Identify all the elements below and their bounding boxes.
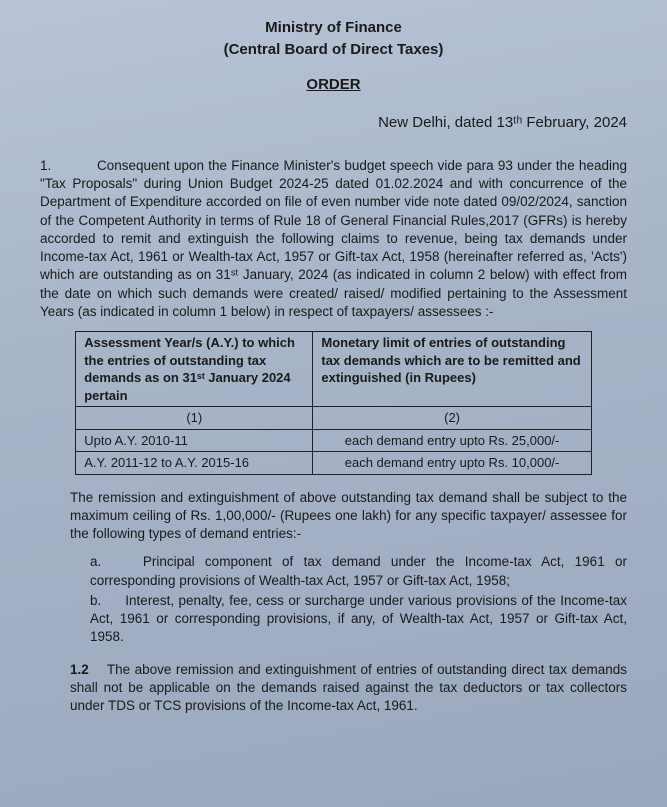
- sub-a-label: a.: [90, 553, 112, 571]
- table-colnum1: (1): [76, 407, 313, 430]
- para1-text: Consequent upon the Finance Minister's b…: [40, 158, 627, 319]
- board-line: (Central Board of Direct Taxes): [40, 40, 627, 60]
- table-header-row: Assessment Year/s (A.Y.) to which the en…: [76, 331, 592, 406]
- document-header: Ministry of Finance (Central Board of Di…: [40, 18, 627, 61]
- table-cell: each demand entry upto Rs. 25,000/-: [313, 429, 591, 452]
- paragraph-1: 1. Consequent upon the Finance Minister'…: [40, 157, 627, 321]
- sub-list: a. Principal component of tax demand und…: [90, 553, 627, 646]
- paragraph-1-2: 1.2 The above remission and extinguishme…: [70, 661, 627, 716]
- para12-text: The above remission and extinguishment o…: [70, 662, 627, 713]
- demand-table: Assessment Year/s (A.Y.) to which the en…: [75, 331, 592, 475]
- sub-b-text: Interest, penalty, fee, cess or surcharg…: [90, 593, 627, 644]
- table-colnum2: (2): [313, 407, 591, 430]
- ministry-line: Ministry of Finance: [40, 18, 627, 38]
- para1-number: 1.: [40, 157, 80, 175]
- sub-a-text: Principal component of tax demand under …: [90, 554, 627, 587]
- table-head-col1: Assessment Year/s (A.Y.) to which the en…: [84, 335, 295, 403]
- order-heading: ORDER: [40, 75, 627, 95]
- sub-item-b: b. Interest, penalty, fee, cess or surch…: [90, 592, 627, 647]
- ceiling-paragraph: The remission and extinguishment of abov…: [70, 489, 627, 544]
- table-row: Upto A.Y. 2010-11 each demand entry upto…: [76, 429, 592, 452]
- table-cell: Upto A.Y. 2010-11: [76, 429, 313, 452]
- table-colnum-row: (1) (2): [76, 407, 592, 430]
- sub-b-label: b.: [90, 592, 112, 610]
- sub-item-a: a. Principal component of tax demand und…: [90, 553, 627, 589]
- table-cell: each demand entry upto Rs. 10,000/-: [313, 452, 591, 475]
- table-head-col2: Monetary limit of entries of outstanding…: [321, 335, 580, 385]
- table-row: A.Y. 2011-12 to A.Y. 2015-16 each demand…: [76, 452, 592, 475]
- para12-number: 1.2: [70, 662, 89, 677]
- date-line: New Delhi, dated 13ᵗʰ February, 2024: [40, 113, 627, 133]
- table-cell: A.Y. 2011-12 to A.Y. 2015-16: [76, 452, 313, 475]
